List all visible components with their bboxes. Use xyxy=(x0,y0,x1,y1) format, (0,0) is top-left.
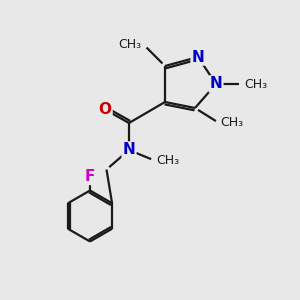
Text: CH₃: CH₃ xyxy=(244,77,268,91)
Text: N: N xyxy=(192,50,204,64)
Text: CH₃: CH₃ xyxy=(156,154,179,167)
Text: F: F xyxy=(85,169,95,184)
Text: N: N xyxy=(210,76,222,92)
Text: CH₃: CH₃ xyxy=(220,116,244,130)
Text: CH₃: CH₃ xyxy=(118,38,142,52)
Text: O: O xyxy=(98,102,112,117)
Text: N: N xyxy=(123,142,135,158)
